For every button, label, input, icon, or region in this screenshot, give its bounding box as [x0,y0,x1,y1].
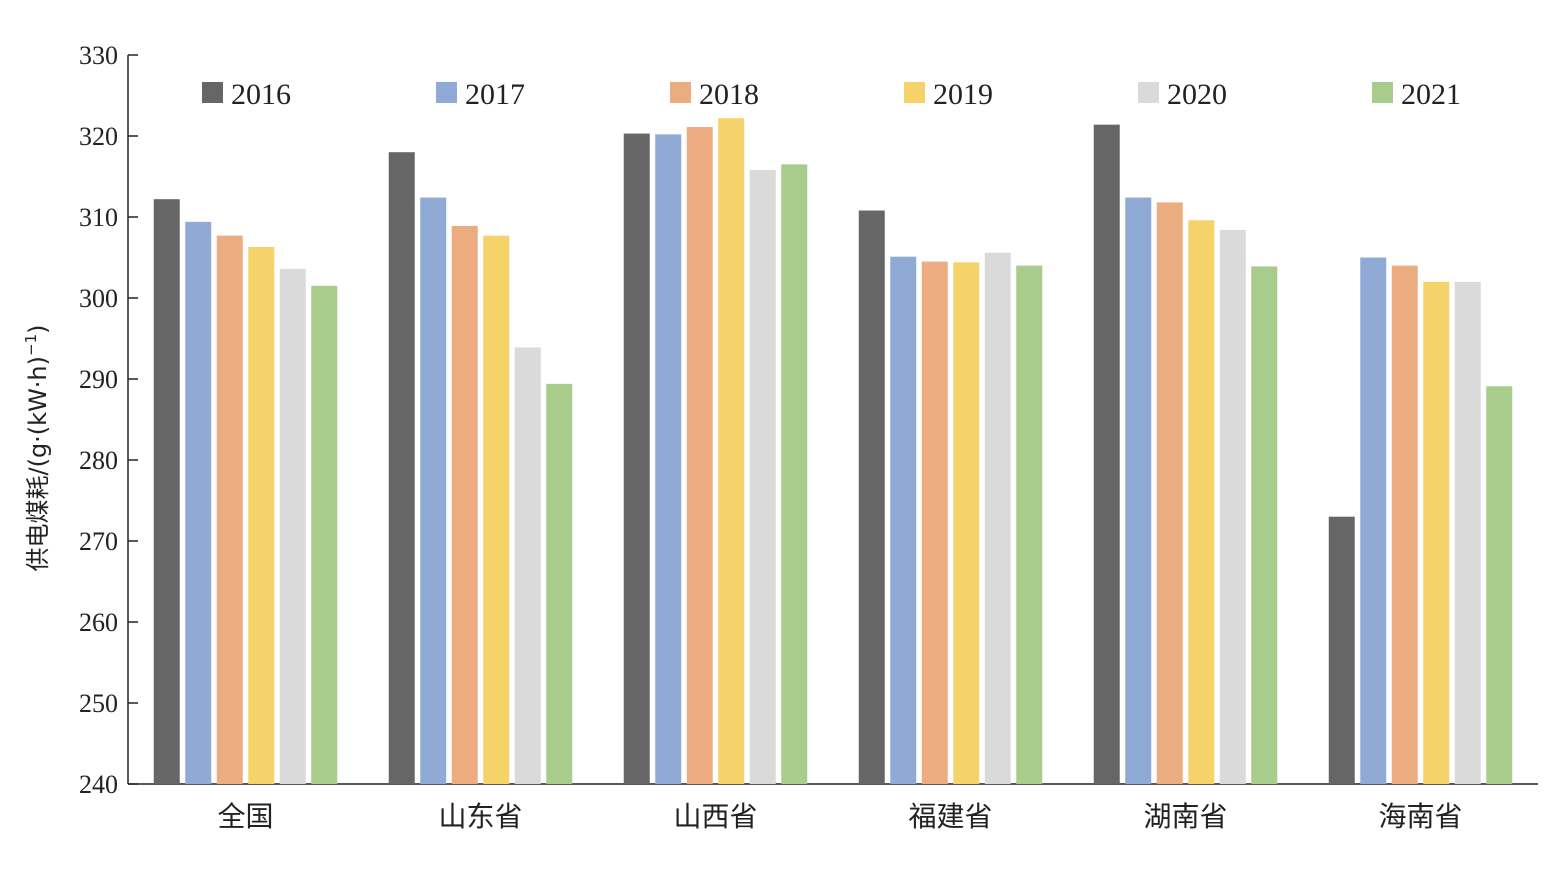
bar-2018-5 [1391,265,1418,785]
bar-2016-5 [1328,516,1355,784]
x-category-label: 山西省 [673,800,757,833]
y-tick-label: 320 [79,122,118,151]
bar-2019-1 [483,235,510,784]
bar-2018-4 [1156,202,1183,785]
bar-2017-0 [185,221,212,785]
legend: 2016 2017 2018 2019 2020 2021 [202,78,1461,111]
bar-2017-3 [890,256,917,784]
y-tick-label: 300 [79,284,118,313]
y-tick-label: 290 [79,365,118,394]
y-axis: 240 250 260 270 280 290 300 310 320 330 [79,41,138,799]
legend-label-2016: 2016 [231,78,291,111]
bars [153,118,1513,785]
bar-2020-2 [749,170,776,784]
bar-2021-0 [311,285,338,784]
legend-swatch-2021 [1372,82,1393,103]
bar-2018-0 [216,235,243,784]
x-category-label: 福建省 [908,800,992,833]
bar-2019-2 [718,118,745,785]
bar-2016-4 [1093,124,1120,784]
bar-2019-3 [953,262,980,784]
legend-swatch-2020 [1138,82,1159,103]
legend-swatch-2017 [436,82,457,103]
legend-swatch-2016 [202,82,223,103]
bar-2020-3 [984,252,1011,784]
bar-2021-4 [1251,266,1278,784]
legend-label-2021: 2021 [1401,78,1461,111]
bar-2018-1 [451,225,478,784]
x-category-label: 全国 [217,800,273,833]
bar-2016-0 [153,199,180,784]
bar-2017-2 [655,134,682,784]
legend-label-2020: 2020 [1167,78,1227,111]
legend-swatch-2019 [904,82,925,103]
legend-label-2017: 2017 [465,78,525,111]
bar-2017-1 [420,197,447,784]
bar-2019-5 [1423,281,1450,784]
bar-2021-2 [781,164,808,785]
y-tick-label: 240 [79,770,118,799]
bar-2017-5 [1360,257,1387,784]
legend-label-2019: 2019 [933,78,993,111]
legend-swatch-2018 [670,82,691,103]
bar-2019-4 [1188,220,1215,785]
bar-2020-5 [1454,281,1481,784]
bar-2016-1 [388,152,415,784]
bar-2021-1 [546,383,573,784]
y-tick-label: 260 [79,608,118,637]
x-axis: 全国 山东省 山西省 福建省 湖南省 海南省 [128,783,1538,833]
bar-2018-2 [686,127,713,785]
bar-2020-0 [279,268,306,785]
bar-2016-3 [858,210,885,784]
bar-2020-4 [1219,229,1246,784]
bar-2021-5 [1486,386,1513,784]
y-tick-label: 310 [79,203,118,232]
y-axis-label: 供电煤耗/(g·(kW·h)−1) [22,324,52,571]
bar-2019-0 [248,246,275,785]
bar-2017-4 [1125,197,1152,784]
y-tick-label: 270 [79,527,118,556]
bar-2020-1 [514,347,541,784]
x-category-label: 湖南省 [1143,800,1227,833]
bar-2021-3 [1016,265,1043,785]
y-tick-label: 330 [79,41,118,70]
legend-label-2018: 2018 [699,78,759,111]
x-category-label: 海南省 [1378,800,1462,833]
x-category-label: 山东省 [438,800,522,833]
y-tick-label: 250 [79,689,118,718]
bar-2016-2 [623,133,650,784]
y-tick-label: 280 [79,446,118,475]
bar-2018-3 [921,261,948,784]
